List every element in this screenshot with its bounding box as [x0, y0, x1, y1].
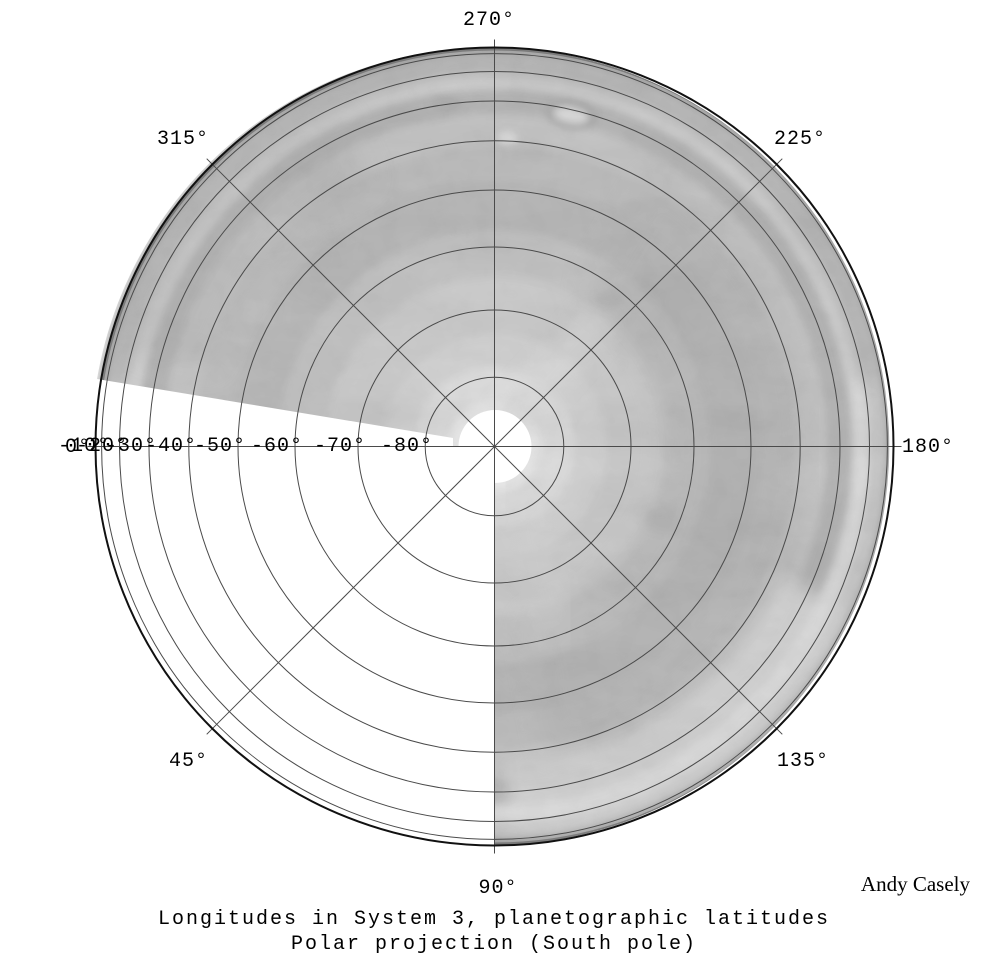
caption-line-2: Polar projection (South pole) — [290, 933, 698, 956]
latitude-label--40: -40° — [145, 435, 197, 458]
longitude-label-225: 225° — [774, 128, 826, 151]
meridian-line-45-225 — [206, 158, 783, 735]
longitude-label-135: 135° — [777, 750, 829, 773]
caption-line-1: Longitudes in System 3, planetographic l… — [157, 908, 831, 931]
latitude-label--60: -60° — [251, 435, 303, 458]
longitude-label-45: 45° — [169, 750, 208, 773]
longitude-label-0: 0° — [65, 436, 91, 459]
longitude-label-315: 315° — [157, 128, 209, 151]
graticule-labels: 0° 45° 90° 135° 180° 225° 270° 315° -10°… — [58, 9, 954, 900]
latitude-label--10: -10° — [58, 435, 110, 458]
latitude-label--70: -70° — [314, 435, 366, 458]
longitude-label-90: 90° — [478, 877, 517, 900]
latitude-label--80: -80° — [381, 435, 433, 458]
latitude-label--50: -50° — [194, 435, 246, 458]
latitude-label--30: -30° — [105, 435, 157, 458]
outer-boundary-circle — [94, 46, 895, 847]
latitude-label--20: -20° — [76, 435, 128, 458]
longitude-label-270: 270° — [463, 9, 515, 32]
longitude-label-180: 180° — [902, 436, 954, 459]
credit-text: Andy Casely — [860, 872, 970, 896]
graticule — [87, 39, 902, 854]
